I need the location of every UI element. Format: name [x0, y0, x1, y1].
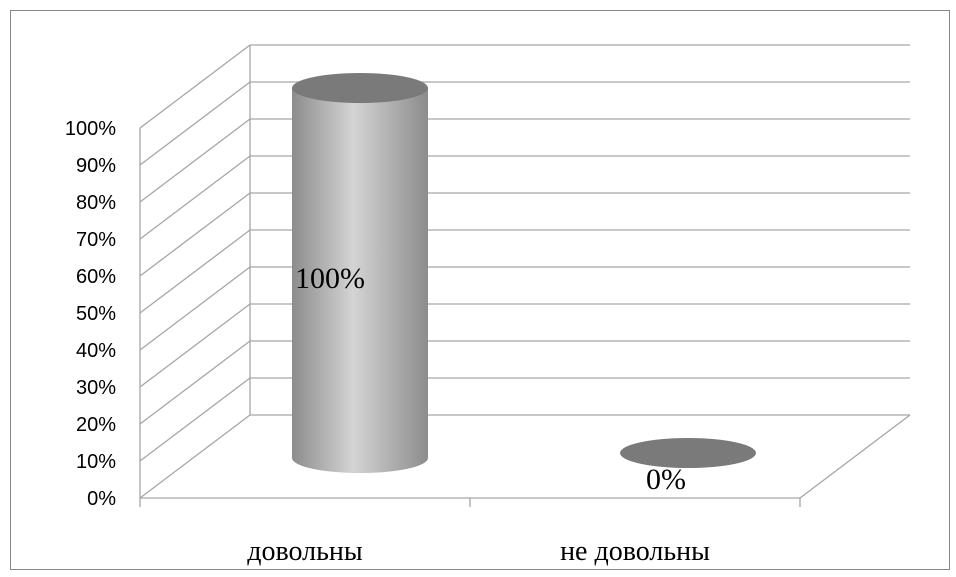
y-tick-label: 40%: [76, 340, 116, 362]
floor-right-edge: [799, 414, 911, 499]
y-axis: 0% 10% 20% 30% 40% 50% 60% 70% 80% 90% 100%: [65, 118, 116, 510]
y-tick-label: 90%: [76, 155, 116, 177]
y-tick-label: 60%: [76, 266, 116, 288]
x-axis: довольны не довольны: [139, 498, 801, 567]
side-gridline: [139, 340, 251, 425]
side-gridline: [139, 229, 251, 314]
x-category-label: не довольны: [560, 536, 710, 567]
chart-walls: [139, 44, 911, 499]
y-tick-label: 80%: [76, 192, 116, 214]
y-tick-label: 10%: [76, 451, 116, 473]
y-tick-label: 0%: [87, 488, 116, 510]
side-gridline: [139, 44, 251, 129]
side-gridline: [139, 303, 251, 388]
y-tick-label: 30%: [76, 377, 116, 399]
y-tick-label: 100%: [65, 118, 116, 140]
side-gridline: [139, 118, 251, 203]
side-gridline: [139, 192, 251, 277]
bars: [292, 73, 756, 473]
bar: [292, 73, 428, 473]
side-gridline: [139, 155, 251, 240]
side-gridline: [139, 81, 251, 166]
y-tick-label: 70%: [76, 229, 116, 251]
side-gridline: [139, 414, 251, 499]
data-label: 0%: [646, 463, 686, 496]
data-labels: 100% 0%: [295, 262, 686, 496]
bar-top: [620, 438, 756, 468]
side-gridline: [139, 377, 251, 462]
chart-frame: [10, 10, 950, 570]
side-gridline: [139, 266, 251, 351]
bar-top: [292, 73, 428, 103]
bar-body: [292, 88, 428, 473]
x-category-label: довольны: [247, 536, 363, 567]
data-label: 100%: [295, 262, 365, 295]
bar: [620, 438, 756, 468]
y-tick-label: 50%: [76, 303, 116, 325]
y-tick-label: 20%: [76, 414, 116, 436]
